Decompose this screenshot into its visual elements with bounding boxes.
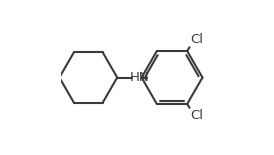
Text: HN: HN xyxy=(130,71,149,84)
Text: Cl: Cl xyxy=(190,33,203,46)
Text: Cl: Cl xyxy=(190,109,203,122)
